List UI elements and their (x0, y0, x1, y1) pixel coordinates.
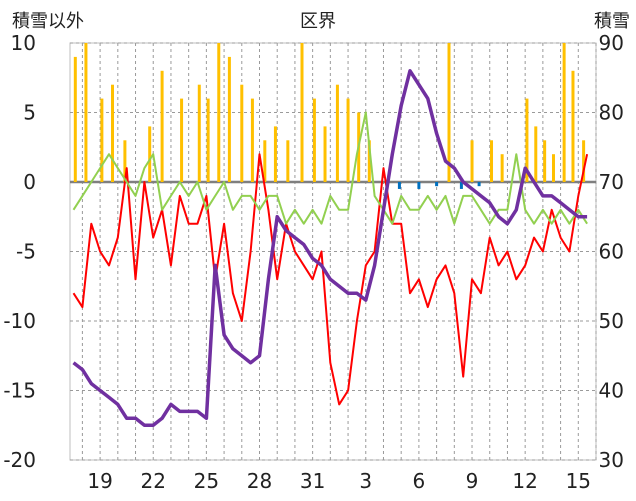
precip-bar (477, 182, 481, 187)
precip-bar (84, 43, 88, 182)
precip-bar (534, 126, 538, 182)
left-axis-label: 積雪以外 (12, 11, 84, 32)
x-tick-label: 3 (359, 469, 372, 493)
precip-bar (397, 182, 401, 189)
left-tick-label: -15 (3, 379, 36, 403)
precip-bar (551, 154, 555, 182)
x-tick-label: 12 (512, 469, 537, 493)
x-tick-label: 31 (300, 469, 325, 493)
precip-bar (367, 140, 371, 182)
precip-bar (300, 43, 304, 182)
precip-bar (160, 70, 164, 182)
x-tick-label: 22 (141, 469, 166, 493)
right-tick-label: 50 (599, 309, 624, 333)
right-tick-label: 70 (599, 170, 624, 194)
precip-bar (571, 70, 575, 182)
series-line (72, 153, 589, 406)
precip-bar (323, 126, 327, 182)
precip-bar (335, 84, 339, 182)
precip-bar (490, 140, 494, 182)
precip-bar (543, 140, 547, 182)
x-tick-label: 25 (194, 469, 219, 493)
precip-bar (286, 140, 290, 182)
precip-bar (148, 126, 152, 182)
right-tick-label: 40 (599, 379, 624, 403)
left-tick-label: -5 (16, 240, 36, 264)
precip-bar (197, 84, 201, 182)
precip-bar (240, 84, 244, 182)
right-tick-label: 80 (599, 101, 624, 125)
right-tick-label: 30 (599, 448, 624, 472)
x-tick-label: 19 (87, 469, 112, 493)
precip-bar (100, 98, 104, 182)
chart-title: 区界 (300, 11, 336, 32)
right-tick-label: 60 (599, 240, 624, 264)
precip-bar (459, 182, 463, 189)
precip-bar (180, 98, 184, 182)
precip-bar (73, 56, 77, 182)
precip-bar (582, 140, 586, 182)
x-tick-label: 9 (466, 469, 479, 493)
precip-bar (417, 182, 421, 189)
precip-bar (435, 182, 439, 187)
right-tick-label: 90 (599, 31, 624, 55)
precip-bar (206, 98, 210, 182)
left-tick-label: -20 (3, 448, 36, 472)
precip-bar (263, 140, 267, 182)
right-axis-label: 積雪 (594, 11, 630, 32)
precip-bar (123, 140, 127, 182)
precip-bar (470, 140, 474, 182)
x-tick-label: 28 (247, 469, 272, 493)
left-tick-label: 0 (23, 170, 36, 194)
precip-bar (227, 56, 231, 182)
x-tick-label: 15 (566, 469, 591, 493)
left-tick-label: -10 (3, 309, 36, 333)
precip-bar (500, 154, 504, 182)
precip-bar (525, 98, 529, 182)
precip-bar (346, 98, 350, 182)
precip-bar (273, 126, 277, 182)
x-tick-label: 6 (413, 469, 426, 493)
series-line (72, 69, 588, 428)
series-line (72, 111, 588, 225)
precip-bar (562, 43, 566, 182)
left-tick-label: 5 (23, 101, 36, 125)
precip-bar (217, 43, 221, 182)
precip-bar (111, 84, 115, 182)
precip-bar (447, 43, 451, 182)
series-lines (72, 69, 589, 428)
precip-bar (312, 98, 316, 182)
precip-bar (250, 98, 254, 182)
left-tick-label: 10 (11, 31, 36, 55)
